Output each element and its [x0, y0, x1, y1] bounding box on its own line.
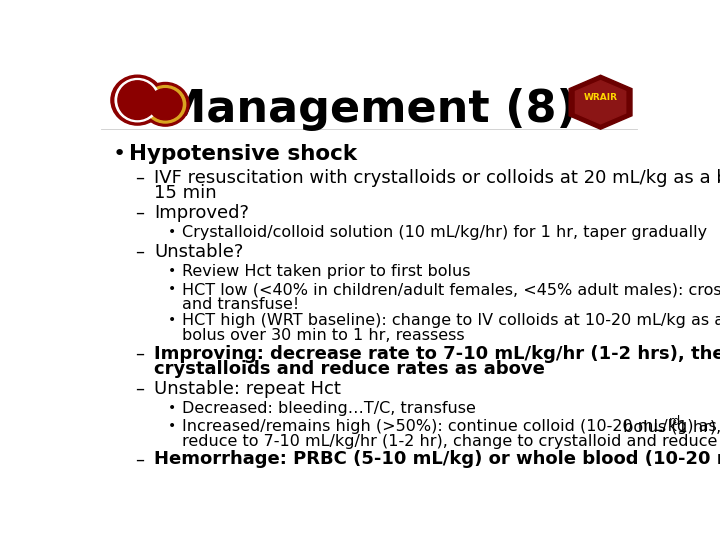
Text: Improving: decrease rate to 7-10 mL/kg/hr (1-2 hrs), then back to IV: Improving: decrease rate to 7-10 mL/kg/h…: [154, 345, 720, 363]
Text: Unstable: repeat Hct: Unstable: repeat Hct: [154, 380, 341, 398]
Ellipse shape: [145, 85, 186, 123]
Text: Hemorrhage: PRBC (5-10 mL/kg) or whole blood (10-20 mL/kg): Hemorrhage: PRBC (5-10 mL/kg) or whole b…: [154, 450, 720, 468]
Text: Improved?: Improved?: [154, 204, 249, 222]
Text: •: •: [112, 144, 125, 164]
Text: –: –: [135, 243, 143, 261]
Text: crystalloids and reduce rates as above: crystalloids and reduce rates as above: [154, 360, 545, 377]
Text: –: –: [135, 380, 143, 398]
Text: rd: rd: [669, 415, 681, 428]
Text: reduce to 7-10 mL/kg/hr (1-2 hr), change to crystalloid and reduce rate as above: reduce to 7-10 mL/kg/hr (1-2 hr), change…: [182, 434, 720, 449]
Text: •: •: [168, 419, 176, 433]
Ellipse shape: [142, 83, 189, 126]
Text: Unstable?: Unstable?: [154, 243, 243, 261]
Text: Management (8): Management (8): [161, 87, 577, 131]
Text: –: –: [135, 450, 143, 468]
Text: Crystalloid/colloid solution (10 mL/kg/hr) for 1 hr, taper gradually: Crystalloid/colloid solution (10 mL/kg/h…: [182, 225, 707, 240]
Text: bolus over 30 min to 1 hr, reassess: bolus over 30 min to 1 hr, reassess: [182, 328, 464, 343]
Text: rd: rd: [669, 415, 681, 428]
Text: •: •: [168, 225, 176, 239]
Text: •: •: [168, 313, 176, 327]
Text: –: –: [135, 168, 143, 187]
Text: •: •: [168, 264, 176, 278]
Text: Decreased: bleeding…T/C, transfuse: Decreased: bleeding…T/C, transfuse: [182, 401, 476, 416]
Text: Hypotensive shock: Hypotensive shock: [129, 144, 357, 164]
Text: HCT high (WRT baseline): change to IV colloids at 10-20 mL/kg as a second: HCT high (WRT baseline): change to IV co…: [182, 313, 720, 328]
Text: •: •: [168, 401, 176, 415]
Text: •: •: [168, 282, 176, 296]
Text: IVF resuscitation with crystalloids or colloids at 20 mL/kg as a bolus for: IVF resuscitation with crystalloids or c…: [154, 168, 720, 187]
Text: HCT low (<40% in children/adult females, <45% adult males): cross match: HCT low (<40% in children/adult females,…: [182, 282, 720, 297]
Text: –: –: [135, 345, 143, 363]
Ellipse shape: [148, 89, 182, 120]
Text: 15 min: 15 min: [154, 184, 217, 202]
Ellipse shape: [111, 75, 164, 125]
Text: Increased/remains high (>50%): continue colloid (10-20 mL/kg) as a 3: Increased/remains high (>50%): continue …: [182, 419, 720, 434]
Text: bolus (1 hr),: bolus (1 hr),: [618, 419, 720, 434]
Text: WRAIR: WRAIR: [584, 93, 618, 102]
Ellipse shape: [115, 78, 160, 122]
Text: and transfuse!: and transfuse!: [182, 297, 300, 312]
Ellipse shape: [118, 81, 157, 119]
Text: –: –: [135, 204, 143, 222]
Text: Review Hct taken prior to first bolus: Review Hct taken prior to first bolus: [182, 264, 471, 279]
